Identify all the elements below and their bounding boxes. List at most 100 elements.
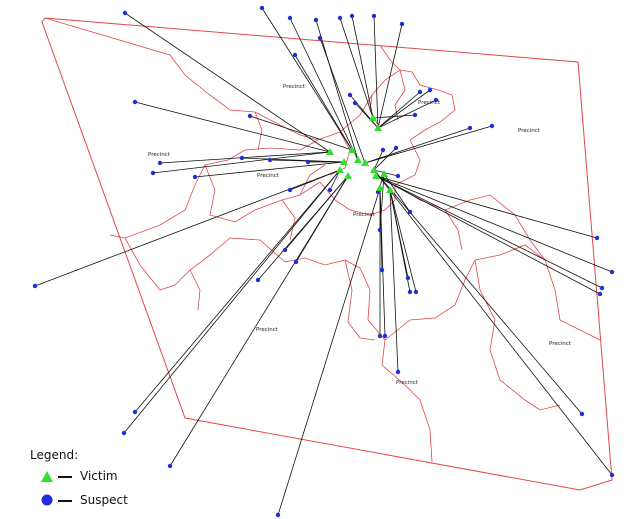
- journey-link: [159, 151, 331, 164]
- suspect-point: [259, 5, 265, 11]
- journey-link: [375, 175, 613, 273]
- journey-link: [372, 114, 416, 119]
- suspect-point: [247, 113, 253, 119]
- journey-link: [377, 91, 421, 129]
- journey-link: [375, 175, 601, 295]
- suspect-point: [371, 13, 377, 19]
- suspect-point: [132, 409, 138, 415]
- precinct-label: Precinct: [256, 327, 279, 333]
- victim-point: [372, 172, 380, 179]
- journey-link: [152, 151, 331, 174]
- suspect-point: [380, 147, 386, 153]
- legend-label-victim: Victim: [80, 469, 118, 483]
- suspect-point: [347, 92, 353, 98]
- journey-links: [34, 7, 613, 516]
- journey-link: [134, 101, 331, 153]
- suspect-point: [275, 512, 281, 518]
- journey-link: [389, 189, 417, 293]
- victim-point: [370, 166, 378, 173]
- journey-link: [379, 187, 386, 337]
- precinct-labels: Precinct Precinct Precinct Precinct Prec…: [148, 84, 572, 386]
- suspect-point: [393, 145, 399, 151]
- suspect-point: [317, 35, 323, 41]
- journey-link: [339, 17, 374, 119]
- precinct-label: Precinct: [148, 152, 171, 158]
- suspect-point: [599, 285, 605, 291]
- journey-link: [373, 169, 399, 177]
- journey-link: [277, 187, 381, 516]
- suspect-point: [313, 17, 319, 23]
- journey-link: [364, 125, 493, 164]
- suspect-point: [427, 87, 433, 93]
- victim-point: [354, 156, 362, 163]
- victim-point: [336, 166, 344, 173]
- suspect-point: [467, 125, 473, 131]
- suspect-point: [282, 247, 288, 253]
- journey-link: [123, 169, 341, 434]
- suspect-circle-icon: [41, 494, 72, 506]
- journey-link: [373, 147, 397, 171]
- victim-triangle-icon: [41, 471, 72, 482]
- journey-link: [364, 127, 471, 164]
- suspect-point: [382, 333, 388, 339]
- suspect-point: [417, 89, 423, 95]
- suspect-point: [377, 227, 383, 233]
- journey-link: [373, 169, 613, 476]
- journey-link: [34, 169, 341, 287]
- journey-link: [261, 7, 353, 151]
- precinct-label: Precinct: [257, 173, 280, 179]
- suspect-point: [489, 123, 495, 129]
- suspect-point: [293, 259, 299, 265]
- precinct-label: Precinct: [283, 84, 306, 90]
- legend-item-suspect: Suspect: [40, 490, 128, 510]
- legend-title: Legend:: [30, 448, 79, 462]
- suspect-point: [292, 52, 298, 58]
- suspect-point: [305, 159, 311, 165]
- journey-link: [373, 15, 379, 129]
- journey-link: [383, 173, 411, 213]
- suspect-point: [121, 430, 127, 436]
- suspect-point: [192, 174, 198, 180]
- victim-point: [380, 170, 388, 177]
- suspect-point: [377, 333, 383, 339]
- journey-link: [194, 161, 345, 178]
- victim-point: [340, 158, 348, 165]
- suspect-point: [405, 275, 411, 281]
- suspect-point: [352, 100, 358, 106]
- suspect-point: [157, 160, 163, 166]
- suspect-point: [395, 369, 401, 375]
- journey-link: [294, 54, 353, 151]
- suspect-point: [32, 283, 38, 289]
- journey-link: [373, 169, 583, 415]
- suspect-point: [379, 267, 385, 273]
- suspect-point: [327, 187, 333, 193]
- journey-link: [377, 23, 403, 129]
- journey-link: [375, 175, 603, 289]
- journey-link: [319, 37, 366, 164]
- suspect-points: [32, 5, 615, 518]
- suspect-point: [337, 15, 343, 21]
- suspect-point: [579, 411, 585, 417]
- journey-link: [289, 17, 359, 161]
- journey-link: [249, 115, 353, 151]
- victim-point: [348, 146, 356, 153]
- suspect-point: [239, 155, 245, 161]
- suspect-point: [433, 97, 439, 103]
- suspect-point: [395, 173, 401, 179]
- precinct-label: Precinct: [353, 212, 376, 218]
- journey-link: [315, 19, 359, 161]
- journey-link: [329, 169, 341, 191]
- legend-item-victim: Victim: [40, 466, 118, 486]
- county-boundary: [41, 17, 613, 491]
- precinct-boundaries: [44, 17, 601, 463]
- victim-point: [386, 186, 394, 193]
- suspect-point: [597, 291, 603, 297]
- suspect-point: [132, 99, 138, 105]
- suspect-point: [255, 277, 261, 283]
- victim-point: [326, 148, 334, 155]
- victim-point: [369, 114, 377, 121]
- precinct-label: Precinct: [518, 128, 541, 134]
- suspect-point: [609, 269, 615, 275]
